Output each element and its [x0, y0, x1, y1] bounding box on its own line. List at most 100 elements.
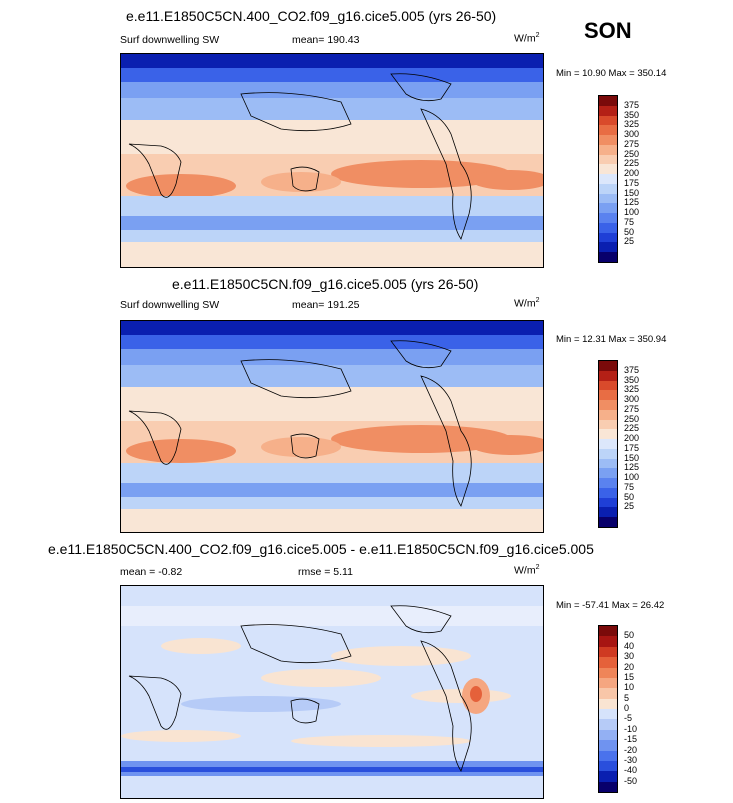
colorbar-tick-label: 100: [624, 472, 640, 483]
colorbar-swatch: [599, 729, 617, 741]
colorbar-tick-label: -5: [624, 713, 633, 724]
colorbar-tick-label: 25: [624, 236, 635, 247]
panel1-mean: mean= 190.43: [292, 34, 360, 46]
colorbar-tick-label: 75: [624, 216, 635, 227]
panel2-title: e.e11.E1850C5CN.f09_g16.cice5.005 (yrs 2…: [172, 276, 479, 292]
colorbar-tick-label: 175: [624, 442, 640, 453]
panel3-minmax: Min = -57.41 Max = 26.42: [556, 600, 665, 611]
colorbar-swatch: [599, 193, 617, 204]
colorbar-tick-label: 125: [624, 462, 640, 473]
colorbar-tick-label: 225: [624, 158, 640, 169]
colorbar-tick-label: -50: [624, 775, 638, 786]
panel2-units: W/m2: [514, 297, 540, 310]
colorbar-swatch: [599, 698, 617, 709]
panel2-colorbar-labels: 375 350 325 300 275 250 225 200 175 150 125 100 75 50…: [624, 360, 664, 526]
colorbar-swatch: [599, 487, 617, 498]
colorbar-swatch: [599, 242, 617, 252]
colorbar-swatch: [599, 709, 617, 720]
colorbar-tick-label: -20: [624, 744, 638, 755]
colorbar-swatch: [599, 390, 617, 400]
colorbar-tick-label: 275: [624, 138, 640, 149]
panel1-map: [120, 53, 544, 268]
panel1-colorbar-labels: 375 350 325 300 275 250 225 200 175 150 125 100 75 50…: [624, 95, 664, 261]
colorbar-swatch: [599, 740, 617, 751]
colorbar-swatch: [599, 154, 617, 165]
colorbar-tick-label: 200: [624, 433, 640, 444]
colorbar-tick-label: 25: [624, 501, 635, 512]
colorbar-swatch: [599, 468, 617, 478]
panel3-mean: mean = -0.82: [120, 566, 183, 578]
panel1-title: e.e11.E1850C5CN.400_CO2.f09_g16.cice5.00…: [126, 8, 497, 24]
colorbar-swatch: [599, 781, 617, 792]
colorbar-tick-label: 250: [624, 148, 640, 159]
colorbar-swatch: [599, 232, 617, 243]
panel2-colorbar: [598, 360, 618, 528]
colorbar-swatch: [599, 517, 617, 527]
colorbar-tick-label: 350: [624, 374, 640, 385]
panel1-colorbar: [598, 95, 618, 263]
colorbar-tick-label: 100: [624, 207, 640, 218]
colorbar-swatch: [599, 667, 617, 678]
colorbar-swatch: [599, 380, 617, 391]
colorbar-swatch: [599, 400, 617, 410]
colorbar-swatch: [599, 164, 617, 174]
panel3-map: [120, 585, 544, 799]
colorbar-swatch: [599, 419, 617, 430]
colorbar-tick-label: 50: [624, 226, 635, 237]
colorbar-tick-label: 125: [624, 197, 640, 208]
colorbar-tick-label: 200: [624, 168, 640, 179]
colorbar-swatch: [599, 448, 617, 459]
panel2-map: [120, 320, 544, 533]
panel2-variable: Surf downwelling SW: [120, 299, 220, 311]
colorbar-swatch: [599, 115, 617, 126]
colorbar-swatch: [599, 688, 617, 699]
colorbar-swatch: [599, 626, 617, 637]
colorbar-swatch: [599, 144, 617, 155]
panel2-minmax: Min = 12.31 Max = 350.94: [556, 334, 667, 345]
colorbar-tick-label: 150: [624, 187, 640, 198]
colorbar-swatch: [599, 429, 617, 439]
colorbar-tick-label: 40: [624, 640, 635, 651]
colorbar-swatch: [599, 439, 617, 449]
colorbar-tick-label: 75: [624, 481, 635, 492]
colorbar-tick-label: 325: [624, 119, 640, 130]
colorbar-tick-label: 50: [624, 630, 635, 641]
colorbar-tick-label: 250: [624, 413, 640, 424]
colorbar-tick-label: 225: [624, 423, 640, 434]
colorbar-tick-label: -40: [624, 765, 638, 776]
colorbar-tick-label: 50: [624, 491, 635, 502]
colorbar-swatch: [599, 497, 617, 508]
colorbar-tick-label: 375: [624, 364, 640, 375]
colorbar-swatch: [599, 222, 617, 233]
panel3-title: e.e11.E1850C5CN.400_CO2.f09_g16.cice5.00…: [48, 541, 594, 557]
colorbar-swatch: [599, 125, 617, 135]
colorbar-swatch: [599, 771, 617, 782]
colorbar-swatch: [599, 657, 617, 668]
panel1-units: W/m2: [514, 32, 540, 45]
panel3-units: W/m2: [514, 564, 540, 577]
panel3-colorbar: [598, 625, 618, 793]
colorbar-tick-label: 0: [624, 703, 630, 713]
panel3-rmse: rmse = 5.11: [298, 566, 353, 578]
colorbar-tick-label: -10: [624, 723, 638, 734]
colorbar-tick-label: 15: [624, 671, 635, 682]
colorbar-swatch: [599, 750, 617, 761]
colorbar-tick-label: 325: [624, 384, 640, 395]
colorbar-tick-label: 275: [624, 403, 640, 414]
colorbar-swatch: [599, 370, 617, 381]
colorbar-tick-label: 5: [624, 692, 630, 703]
panel1-minmax: Min = 10.90 Max = 350.14: [556, 68, 667, 79]
colorbar-tick-label: 30: [624, 651, 635, 662]
colorbar-swatch: [599, 252, 617, 262]
colorbar-tick-label: 150: [624, 452, 640, 463]
panel3-colorbar-labels: 50 40 30 20 15 10 5 0 -5 -10 -15 -20 -30 -40 -50: [624, 625, 664, 791]
colorbar-swatch: [599, 507, 617, 517]
colorbar-swatch: [599, 478, 617, 488]
colorbar-tick-label: 375: [624, 99, 640, 110]
colorbar-tick-label: 10: [624, 682, 635, 693]
colorbar-swatch: [599, 646, 617, 658]
colorbar-swatch: [599, 361, 617, 371]
colorbar-swatch: [599, 96, 617, 106]
colorbar-swatch: [599, 760, 617, 772]
colorbar-tick-label: 350: [624, 109, 640, 120]
